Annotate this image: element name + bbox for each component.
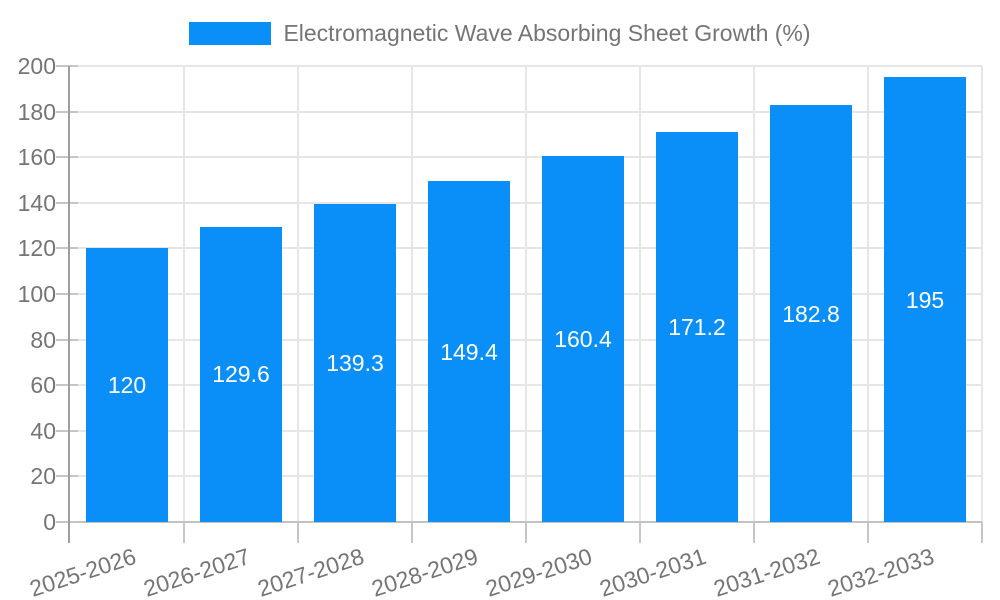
x-axis-tick <box>297 522 299 543</box>
y-axis-label: 140 <box>17 189 56 216</box>
x-axis-tick <box>753 522 755 543</box>
y-axis-tick <box>56 156 78 159</box>
v-gridline <box>867 66 869 522</box>
bar <box>200 226 282 522</box>
bar-value-label: 195 <box>905 286 945 313</box>
y-axis-label: 60 <box>30 372 56 399</box>
v-gridline <box>297 66 299 522</box>
y-axis-label: 20 <box>30 463 56 490</box>
y-axis-tick <box>56 338 78 341</box>
x-axis-tick <box>639 522 641 543</box>
x-axis-tick <box>411 522 413 543</box>
x-axis-label: 2028-2029 <box>368 543 482 600</box>
x-axis-label: 2030-2031 <box>596 543 710 600</box>
x-axis-label: 2026-2027 <box>140 543 254 600</box>
y-axis-label: 200 <box>17 53 56 79</box>
v-gridline <box>525 66 527 522</box>
bar-value-label: 160.4 <box>554 326 612 353</box>
bar-value-label: 149.4 <box>440 338 498 365</box>
bar <box>770 105 852 522</box>
v-gridline <box>981 66 983 522</box>
x-axis-tick <box>981 522 983 543</box>
legend-color-swatch <box>189 22 272 45</box>
y-axis-label: 180 <box>17 98 56 125</box>
y-axis-label: 100 <box>17 281 56 307</box>
legend-label: Electromagnetic Wave Absorbing Sheet Gro… <box>283 20 811 46</box>
y-axis-label: 0 <box>43 509 56 535</box>
y-axis-tick <box>56 475 78 478</box>
y-axis-tick <box>56 65 78 67</box>
x-axis-tick <box>867 522 869 543</box>
bar <box>542 156 624 522</box>
y-axis-tick <box>56 429 78 432</box>
bar-value-label: 182.8 <box>782 300 840 327</box>
y-axis-line <box>68 66 70 543</box>
v-gridline <box>753 66 755 522</box>
x-axis-tick <box>183 522 185 543</box>
y-axis-label: 80 <box>30 326 56 353</box>
bar <box>314 204 396 522</box>
chart-legend: Electromagnetic Wave Absorbing Sheet Gro… <box>0 20 1000 47</box>
x-axis-baseline <box>56 521 982 523</box>
bar <box>884 77 966 522</box>
y-axis-tick <box>56 110 78 113</box>
bar <box>656 131 738 522</box>
x-axis-tick <box>525 522 527 543</box>
y-axis-label: 160 <box>17 144 56 171</box>
bar-value-label: 139.3 <box>326 350 384 377</box>
y-axis-tick <box>56 247 78 250</box>
bar-value-label: 129.6 <box>212 361 270 388</box>
x-axis-label: 2032-2033 <box>824 543 938 600</box>
bar-value-label: 120 <box>107 372 147 399</box>
bar <box>86 248 168 522</box>
bar <box>428 181 510 522</box>
v-gridline <box>183 66 185 522</box>
y-axis-tick <box>56 201 78 204</box>
bar-value-label: 171.2 <box>668 313 726 340</box>
y-axis-label: 40 <box>30 417 56 444</box>
x-axis-label: 2031-2032 <box>710 543 824 600</box>
plot-area: 120 129.6 139.3 149.4 160.4 171.2 182.8 195 <box>56 65 983 523</box>
y-axis-tick <box>56 293 78 295</box>
y-axis-tick <box>56 384 78 387</box>
x-axis-label: 2027-2028 <box>254 543 368 600</box>
y-axis-label: 120 <box>17 235 56 262</box>
x-axis-label: 2025-2026 <box>26 543 140 600</box>
x-axis-label: 2029-2030 <box>482 543 596 600</box>
y-axis-tick <box>56 521 78 523</box>
v-gridline <box>411 66 413 522</box>
v-gridline <box>639 66 641 522</box>
